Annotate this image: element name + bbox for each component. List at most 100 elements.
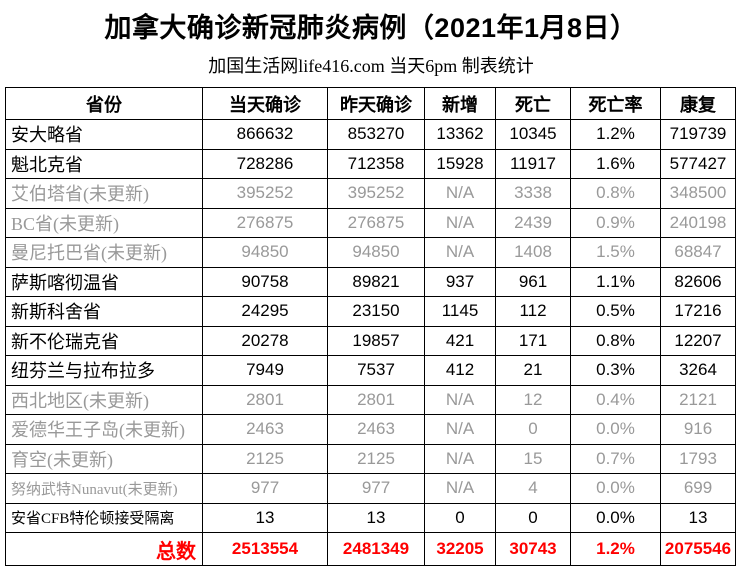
today-cell: 2125 [202, 443, 328, 474]
yesterday-cell: 89821 [327, 266, 425, 297]
deaths-cell: 21 [495, 355, 571, 386]
today-cell: 395252 [202, 178, 328, 209]
column-header: 省份 [5, 87, 203, 120]
deaths-cell: 11917 [495, 148, 571, 179]
yesterday-cell: 19857 [327, 325, 425, 356]
table-row: 新不伦瑞克省 20278 19857 421 171 0.8% 12207 [5, 325, 736, 356]
province-cell: 西北地区(未更新) [5, 384, 203, 415]
death-rate-cell: 0.0% [570, 502, 661, 533]
province-cell: BC省(未更新) [5, 207, 203, 238]
death-rate-cell: 1.1% [570, 266, 661, 297]
death-rate-cell: 0.9% [570, 207, 661, 238]
yesterday-cell: 853270 [327, 119, 425, 150]
deaths-cell: 171 [495, 325, 571, 356]
deaths-cell: 15 [495, 443, 571, 474]
yesterday-cell: 94850 [327, 237, 425, 268]
deaths-cell: 12 [495, 384, 571, 415]
table-row: 萨斯喀彻温省 90758 89821 937 961 1.1% 82606 [5, 266, 736, 297]
deaths-cell: 0 [495, 502, 571, 533]
new-cases-cell: N/A [424, 207, 496, 238]
today-cell: 866632 [202, 119, 328, 150]
table-row: 艾伯塔省(未更新) 395252 395252 N/A 3338 0.8% 348500 [5, 178, 736, 209]
recovered-cell: 82606 [660, 266, 736, 297]
table-row: 西北地区(未更新) 2801 2801 N/A 12 0.4% 2121 [5, 384, 736, 415]
table-body: 安大略省 866632 853270 13362 10345 1.2% 719739 魁北克省… [5, 119, 736, 566]
table-row: 努纳武特Nunavut(未更新) 977 977 N/A 4 0.0% 699 [5, 473, 736, 504]
totals-recovered-cell: 2075546 [660, 532, 736, 566]
table-row: 爱德华王子岛(未更新) 2463 2463 N/A 0 0.0% 916 [5, 414, 736, 445]
province-cell: 安省CFB特伦顿接受隔离 [5, 502, 203, 533]
recovered-cell: 719739 [660, 119, 736, 150]
recovered-cell: 240198 [660, 207, 736, 238]
death-rate-cell: 0.8% [570, 178, 661, 209]
table-row: 安大略省 866632 853270 13362 10345 1.2% 719739 [5, 119, 736, 150]
yesterday-cell: 977 [327, 473, 425, 504]
recovered-cell: 13 [660, 502, 736, 533]
recovered-cell: 3264 [660, 355, 736, 386]
new-cases-cell: N/A [424, 473, 496, 504]
today-cell: 24295 [202, 296, 328, 327]
today-cell: 2801 [202, 384, 328, 415]
province-cell: 新不伦瑞克省 [5, 325, 203, 356]
new-cases-cell: 15928 [424, 148, 496, 179]
yesterday-cell: 395252 [327, 178, 425, 209]
yesterday-cell: 23150 [327, 296, 425, 327]
death-rate-cell: 1.6% [570, 148, 661, 179]
column-header: 当天确诊 [202, 87, 328, 120]
deaths-cell: 0 [495, 414, 571, 445]
new-cases-cell: N/A [424, 384, 496, 415]
covid-stats-table: 省份 当天确诊 昨天确诊 新增 死亡 死亡率 康复 安大略省 866632 853270 1336… [5, 87, 736, 566]
province-cell: 努纳武特Nunavut(未更新) [5, 473, 203, 504]
new-cases-cell: 412 [424, 355, 496, 386]
death-rate-cell: 0.0% [570, 414, 661, 445]
province-cell: 魁北克省 [5, 148, 203, 179]
yesterday-cell: 2125 [327, 443, 425, 474]
death-rate-cell: 0.7% [570, 443, 661, 474]
column-header: 康复 [660, 87, 736, 120]
deaths-cell: 1408 [495, 237, 571, 268]
recovered-cell: 17216 [660, 296, 736, 327]
recovered-cell: 1793 [660, 443, 736, 474]
yesterday-cell: 276875 [327, 207, 425, 238]
new-cases-cell: N/A [424, 414, 496, 445]
new-cases-cell: 1145 [424, 296, 496, 327]
table-row: 曼尼托巴省(未更新) 94850 94850 N/A 1408 1.5% 68847 [5, 237, 736, 268]
province-cell: 爱德华王子岛(未更新) [5, 414, 203, 445]
today-cell: 728286 [202, 148, 328, 179]
province-cell: 纽芬兰与拉布拉多 [5, 355, 203, 386]
new-cases-cell: N/A [424, 237, 496, 268]
table-row: 安省CFB特伦顿接受隔离 13 13 0 0 0.0% 13 [5, 502, 736, 533]
yesterday-cell: 7537 [327, 355, 425, 386]
column-header: 死亡率 [570, 87, 661, 120]
totals-row: 总数 2513554 2481349 32205 30743 1.2% 2075546 [5, 532, 736, 566]
death-rate-cell: 0.0% [570, 473, 661, 504]
totals-deaths-cell: 30743 [495, 532, 571, 566]
death-rate-cell: 1.2% [570, 119, 661, 150]
yesterday-cell: 712358 [327, 148, 425, 179]
new-cases-cell: N/A [424, 443, 496, 474]
table-row: 魁北克省 728286 712358 15928 11917 1.6% 577427 [5, 148, 736, 179]
table-row: BC省(未更新) 276875 276875 N/A 2439 0.9% 240198 [5, 207, 736, 238]
today-cell: 20278 [202, 325, 328, 356]
death-rate-cell: 1.5% [570, 237, 661, 268]
totals-today-cell: 2513554 [202, 532, 328, 566]
deaths-cell: 4 [495, 473, 571, 504]
province-cell: 安大略省 [5, 119, 203, 150]
yesterday-cell: 2463 [327, 414, 425, 445]
totals-label-cell: 总数 [5, 532, 203, 566]
table-header-row: 省份 当天确诊 昨天确诊 新增 死亡 死亡率 康复 [5, 87, 736, 120]
recovered-cell: 699 [660, 473, 736, 504]
deaths-cell: 3338 [495, 178, 571, 209]
table-row: 育空(未更新) 2125 2125 N/A 15 0.7% 1793 [5, 443, 736, 474]
column-header: 新增 [424, 87, 496, 120]
yesterday-cell: 2801 [327, 384, 425, 415]
today-cell: 13 [202, 502, 328, 533]
totals-yesterday-cell: 2481349 [327, 532, 425, 566]
table-row: 纽芬兰与拉布拉多 7949 7537 412 21 0.3% 3264 [5, 355, 736, 386]
today-cell: 2463 [202, 414, 328, 445]
today-cell: 7949 [202, 355, 328, 386]
today-cell: 276875 [202, 207, 328, 238]
new-cases-cell: N/A [424, 178, 496, 209]
today-cell: 90758 [202, 266, 328, 297]
death-rate-cell: 0.5% [570, 296, 661, 327]
